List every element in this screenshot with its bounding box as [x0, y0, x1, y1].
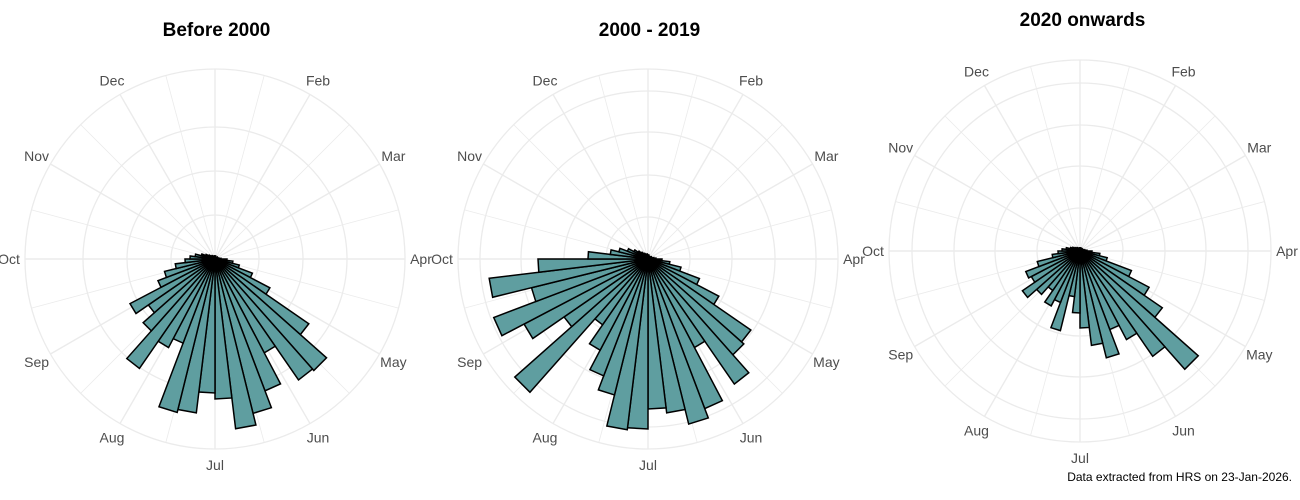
- month-label-jul: Jul: [206, 457, 224, 473]
- panel-2000-2019: 2000 - 2019: [433, 0, 866, 470]
- month-label-feb: Feb: [739, 73, 763, 89]
- minor-spoke: [1079, 250, 1265, 301]
- minor-spoke: [80, 124, 216, 260]
- month-label-mar: Mar: [381, 148, 405, 164]
- month-label-sep: Sep: [24, 354, 49, 370]
- polar-chart-1: Feb Mar Apr May Jun Jul Aug Sep Oct Nov Dec: [431, 68, 865, 473]
- minor-spoke: [165, 75, 216, 260]
- minor-spoke: [647, 124, 783, 260]
- month-label-dec: Dec: [533, 73, 558, 89]
- month-spoke: [647, 163, 813, 260]
- month-label-sep: Sep: [888, 347, 913, 363]
- month-label-nov: Nov: [457, 148, 482, 164]
- month-spoke: [914, 154, 1081, 252]
- panel-before-2000: Before 2000: [0, 0, 433, 470]
- month-label-mar: Mar: [1247, 140, 1271, 156]
- month-spoke: [119, 94, 216, 260]
- chart-title: 2020 onwards: [1019, 10, 1146, 31]
- month-label-jul: Jul: [1071, 450, 1089, 466]
- month-label-jun: Jun: [1172, 422, 1195, 438]
- month-spoke: [483, 163, 649, 260]
- month-label-dec: Dec: [964, 64, 989, 80]
- minor-spoke: [214, 209, 399, 260]
- month-spoke: [214, 94, 311, 260]
- month-label-feb: Feb: [1171, 64, 1195, 80]
- month-label-nov: Nov: [24, 148, 49, 164]
- month-label-mar: Mar: [814, 148, 838, 164]
- month-label-aug: Aug: [100, 429, 125, 445]
- month-label-jun: Jun: [740, 429, 763, 445]
- month-spoke: [647, 94, 744, 260]
- month-spoke: [1079, 85, 1177, 252]
- minor-spoke: [944, 115, 1081, 252]
- month-label-aug: Aug: [964, 422, 989, 438]
- month-label-may: May: [380, 354, 406, 370]
- month-label-aug: Aug: [533, 429, 558, 445]
- minor-spoke: [214, 258, 399, 309]
- minor-spoke: [513, 124, 649, 260]
- month-spoke: [50, 163, 216, 260]
- chart-title: Before 2000: [162, 20, 271, 41]
- polar-chart-2: Feb Mar Apr May Jun Jul Aug Sep Oct Nov Dec: [862, 59, 1298, 466]
- minor-spoke: [598, 75, 649, 260]
- minor-spoke: [895, 201, 1081, 252]
- month-label-feb: Feb: [306, 73, 330, 89]
- month-label-oct: Oct: [862, 243, 884, 259]
- minor-spoke: [214, 124, 350, 260]
- month-label-may: May: [1246, 347, 1272, 363]
- month-spoke: [1079, 154, 1246, 252]
- month-label-oct: Oct: [0, 251, 20, 267]
- month-label-dec: Dec: [100, 73, 125, 89]
- data-source-caption: Data extracted from HRS on 23-Jan-2026.: [1067, 470, 1292, 484]
- minor-spoke: [647, 209, 832, 260]
- month-label-jul: Jul: [639, 457, 657, 473]
- month-label-nov: Nov: [888, 140, 913, 156]
- month-label-oct: Oct: [431, 251, 453, 267]
- month-spoke: [983, 85, 1081, 252]
- chart-title: 2000 - 2019: [598, 20, 701, 41]
- polar-chart-0: Feb Mar Apr May Jun Jul Aug Sep Oct Nov Dec: [0, 68, 432, 473]
- minor-spoke: [1079, 115, 1216, 252]
- month-label-apr: Apr: [843, 251, 865, 267]
- month-label-jun: Jun: [307, 429, 330, 445]
- month-label-may: May: [813, 354, 839, 370]
- month-label-apr: Apr: [410, 251, 432, 267]
- month-label-apr: Apr: [1276, 243, 1298, 259]
- month-spoke: [214, 163, 380, 260]
- month-label-sep: Sep: [457, 354, 482, 370]
- minor-spoke: [1030, 66, 1081, 252]
- panel-2020-onwards: 2020 onwards: [866, 0, 1299, 470]
- minor-spoke: [1079, 201, 1265, 252]
- minor-spoke: [31, 209, 216, 260]
- minor-spoke: [647, 75, 698, 260]
- month-spoke: [552, 94, 649, 260]
- minor-spoke: [1079, 66, 1130, 252]
- minor-spoke: [214, 75, 265, 260]
